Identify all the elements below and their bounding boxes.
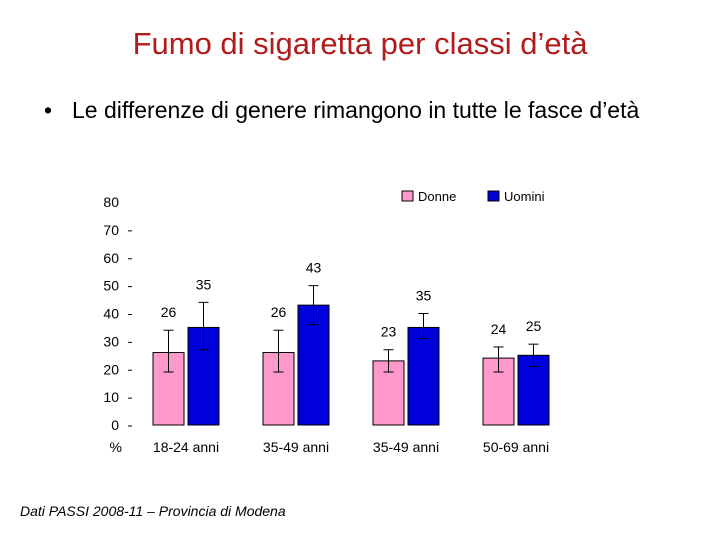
data-label: 25 [526,318,542,334]
source-note: Dati PASSI 2008-11 – Provincia di Modena [20,503,286,519]
legend-label: Donne [418,189,456,204]
y-axis-label: % [110,439,122,455]
bullet-item: • Le differenze di genere rimangono in t… [38,94,678,126]
slide-title: Fumo di sigaretta per classi d’età [132,26,588,61]
bullet-list: • Le differenze di genere rimangono in t… [38,94,678,126]
legend-swatch [487,190,500,202]
bar [482,357,515,426]
x-tick-label: 35-49 anni [373,439,439,455]
y-tick-label: 10 [103,389,119,405]
y-tick-label: 70 [103,222,119,238]
data-label: 43 [306,260,322,276]
data-label: 26 [271,304,287,320]
data-label: 23 [381,324,397,340]
bullet-text: Le differenze di genere rimangono in tut… [72,97,640,123]
data-label: 35 [416,288,432,304]
y-tick-label: 0 [111,417,119,433]
y-tick-label: 20 [103,361,119,377]
y-tick-label: 80 [103,194,119,210]
legend-swatch [401,190,414,202]
x-tick-label: 18-24 anni [153,439,219,455]
x-tick-label: 50-69 anni [483,439,549,455]
data-label: 35 [196,276,212,292]
bar [407,326,440,426]
y-tick-label: 40 [103,306,119,322]
bullet-dot: • [44,97,53,123]
x-tick-label: 35-49 anni [263,439,329,455]
data-label: 26 [161,304,177,320]
y-tick-label: 60 [103,250,119,266]
y-tick-label: 50 [103,278,119,294]
legend-label: Uomini [504,189,545,204]
y-tick-label: 30 [103,333,119,349]
data-label: 24 [491,321,507,337]
